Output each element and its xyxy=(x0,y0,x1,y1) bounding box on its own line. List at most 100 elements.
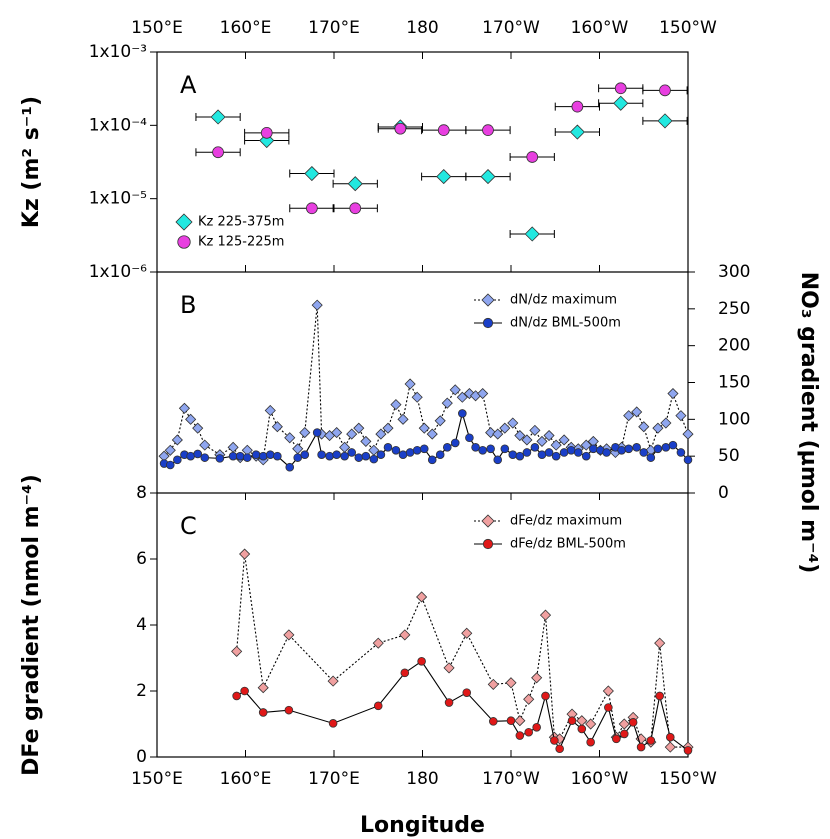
data-point xyxy=(328,719,338,728)
data-point xyxy=(340,451,349,461)
data-point xyxy=(434,415,446,427)
x-tick-label: 170°E xyxy=(308,18,360,38)
data-point xyxy=(661,443,671,452)
data-point xyxy=(376,450,386,459)
data-point xyxy=(653,444,663,454)
data-point xyxy=(273,451,282,461)
y-tick-label: 1x10⁻⁴ xyxy=(89,115,147,135)
data-point xyxy=(580,439,592,451)
data-point xyxy=(354,453,364,462)
data-point xyxy=(471,443,480,452)
data-point xyxy=(390,399,402,411)
data-point xyxy=(543,429,555,442)
x-axis-label: Longitude xyxy=(360,813,485,838)
y2-tick-label: 0 xyxy=(718,483,729,503)
data-point xyxy=(258,708,268,717)
data-point xyxy=(537,450,547,459)
x-tick-label: 150°W xyxy=(659,18,717,38)
data-point xyxy=(404,378,416,390)
data-point xyxy=(665,732,675,742)
data-point xyxy=(683,746,693,755)
data-point xyxy=(347,176,363,192)
data-point xyxy=(667,387,679,400)
data-point xyxy=(550,736,559,745)
data-point xyxy=(482,124,494,136)
data-point xyxy=(585,718,597,730)
data-point xyxy=(383,443,393,452)
y-tick-label: 6 xyxy=(136,549,147,569)
data-point xyxy=(624,444,634,454)
data-point xyxy=(239,548,251,560)
data-point xyxy=(550,439,562,451)
data-point xyxy=(212,146,224,159)
y2-tick-label: 150 xyxy=(718,373,750,393)
data-point xyxy=(199,439,211,451)
data-point xyxy=(192,422,204,434)
data-point xyxy=(178,402,191,414)
y2-tick-label: 100 xyxy=(718,409,750,429)
data-point xyxy=(613,95,629,111)
x-tick-label: 160°E xyxy=(220,769,272,789)
data-point xyxy=(332,450,341,459)
data-point xyxy=(523,693,535,705)
data-point xyxy=(398,450,408,459)
data-point xyxy=(347,448,357,457)
data-point xyxy=(567,716,577,725)
data-point xyxy=(441,397,453,409)
data-point xyxy=(360,435,372,447)
data-point xyxy=(539,609,552,621)
data-point xyxy=(586,737,595,747)
data-point xyxy=(499,422,511,434)
data-point xyxy=(327,675,339,687)
data-point xyxy=(515,731,525,740)
y-tick-label: 4 xyxy=(136,615,147,635)
panel-label: B xyxy=(180,291,196,319)
data-point xyxy=(285,462,295,472)
data-point xyxy=(293,453,303,462)
data-point xyxy=(419,444,429,454)
data-point xyxy=(682,428,694,440)
data-point xyxy=(186,451,195,461)
y-axis-label: Kz (m² s⁻¹) xyxy=(19,96,44,228)
legend-marker xyxy=(482,538,494,550)
data-point xyxy=(361,451,371,461)
data-point xyxy=(619,729,629,739)
data-point xyxy=(478,445,487,455)
data-point xyxy=(664,741,676,753)
data-point xyxy=(683,455,693,465)
data-point xyxy=(458,409,467,418)
x-tick-label: 150°E xyxy=(131,18,183,38)
data-point xyxy=(555,744,564,754)
data-point xyxy=(193,449,203,459)
data-point xyxy=(524,226,540,242)
x-tick-label: 180 xyxy=(406,769,438,789)
data-point xyxy=(646,736,656,745)
legend-marker xyxy=(175,213,193,231)
x-tick-label: 160°W xyxy=(571,769,629,789)
legend-label: dFe/dz maximum xyxy=(510,514,622,529)
data-point xyxy=(618,718,630,730)
legend-marker xyxy=(482,317,494,329)
data-point xyxy=(242,453,252,462)
data-point xyxy=(638,421,650,433)
data-point xyxy=(325,451,334,461)
x-tick-label: 160°E xyxy=(220,18,272,38)
data-point xyxy=(461,627,473,639)
data-point xyxy=(349,202,362,215)
data-point xyxy=(300,450,310,459)
data-point xyxy=(660,417,672,429)
data-point xyxy=(353,422,365,434)
data-point xyxy=(505,677,517,689)
data-point xyxy=(602,448,611,457)
data-point xyxy=(465,433,474,443)
data-point xyxy=(521,434,533,446)
data-point xyxy=(435,450,445,459)
data-point xyxy=(306,202,318,215)
data-point xyxy=(271,421,283,433)
data-point xyxy=(462,688,472,697)
legend-marker xyxy=(481,514,495,528)
data-point xyxy=(536,435,548,447)
data-point xyxy=(265,450,275,459)
data-point xyxy=(522,448,532,457)
data-point xyxy=(215,454,225,463)
